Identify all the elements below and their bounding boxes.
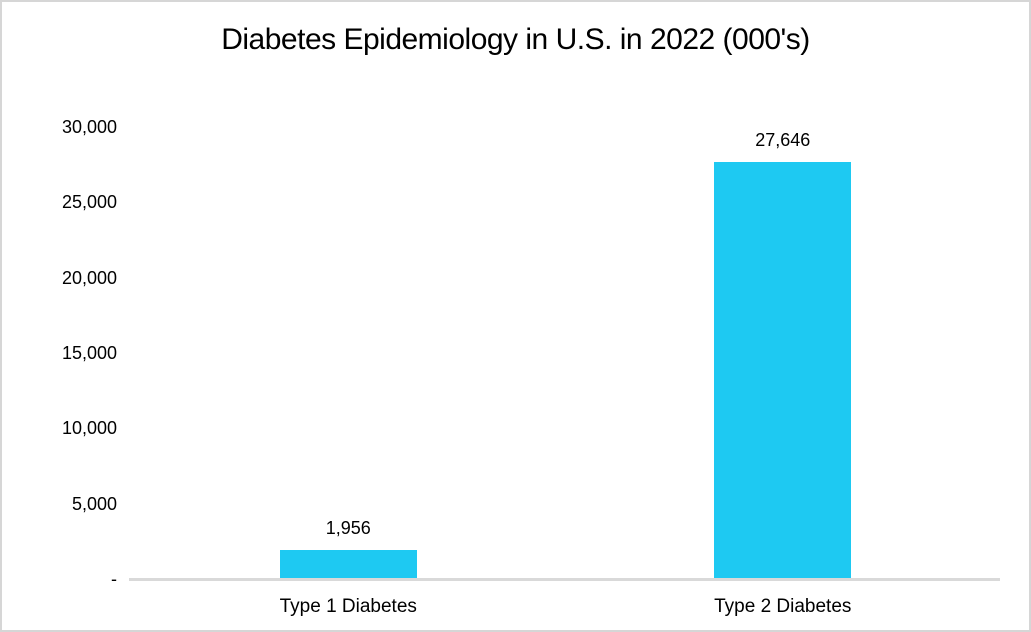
y-tick-label: 30,000 xyxy=(61,117,117,137)
y-tick-label: 15,000 xyxy=(61,343,117,363)
bar-type-2-diabetes xyxy=(714,162,852,579)
y-tick-label: 25,000 xyxy=(61,192,117,213)
chart-title: Diabetes Epidemiology in U.S. in 2022 (0… xyxy=(221,23,810,56)
y-tick-label: - xyxy=(111,569,117,589)
x-axis-line xyxy=(129,578,1000,581)
category-label: Type 2 Diabetes xyxy=(714,596,852,617)
bar-value-label: 27,646 xyxy=(755,130,811,150)
y-tick-label: 10,000 xyxy=(61,418,117,439)
bar-type-1-diabetes xyxy=(279,550,417,579)
y-tick-label: 20,000 xyxy=(61,267,117,288)
y-tick-label: 5,000 xyxy=(71,493,117,514)
bar-value-label: 1,956 xyxy=(325,518,371,538)
category-label: Type 1 Diabetes xyxy=(279,596,417,617)
